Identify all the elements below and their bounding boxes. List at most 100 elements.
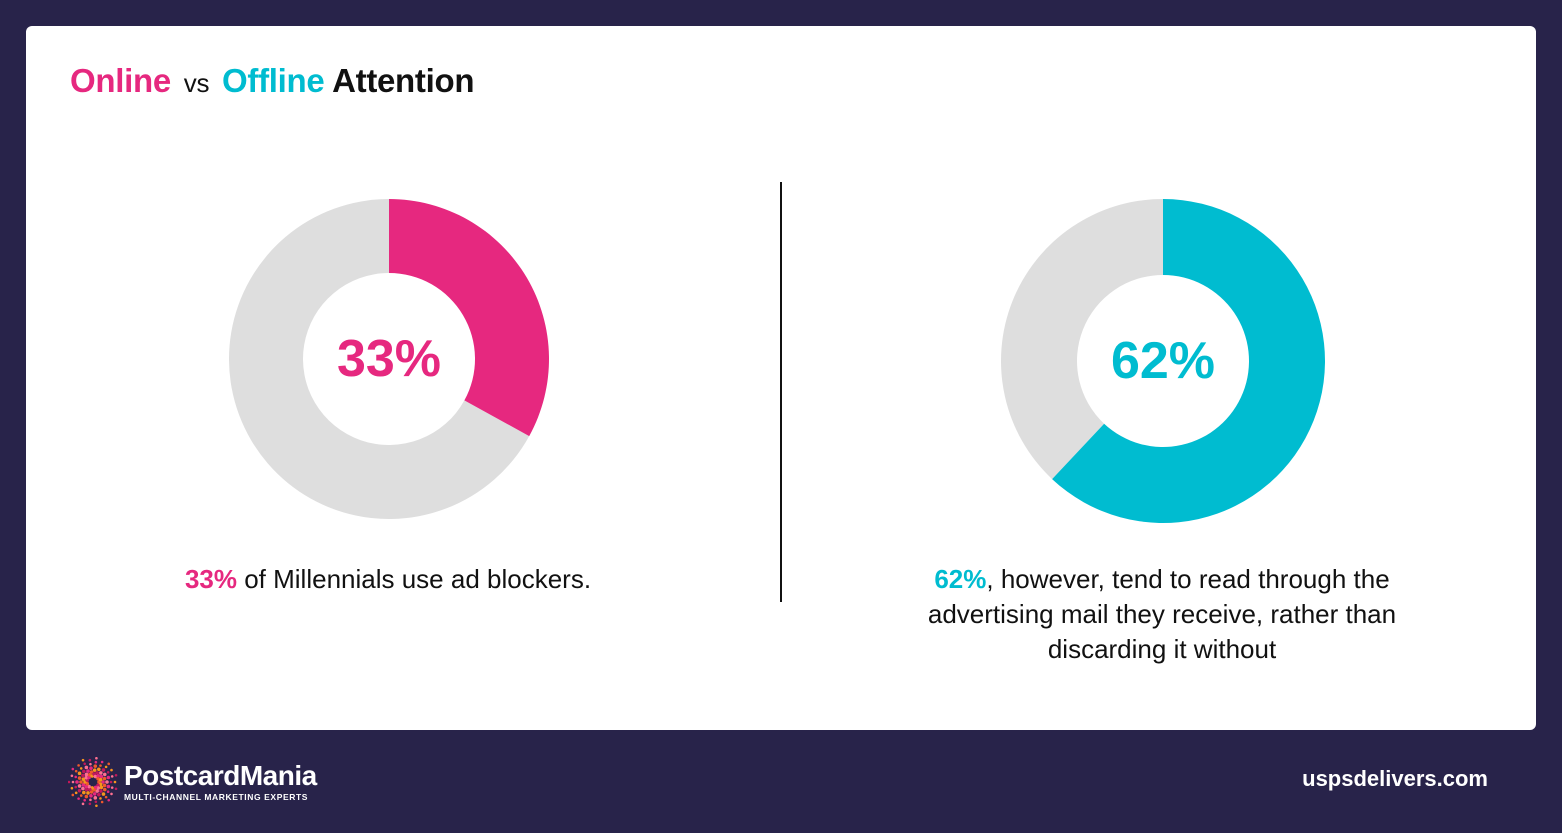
logo-dot — [79, 767, 83, 770]
donut-slice-offline — [1052, 199, 1325, 523]
logo-dot — [89, 762, 92, 766]
logo-dot — [114, 787, 118, 791]
logo-dot — [106, 784, 111, 789]
logo-dot — [71, 780, 75, 784]
donut-slice-online — [389, 199, 549, 437]
logo-dot — [77, 771, 82, 776]
site-url[interactable]: uspsdelivers.com — [1302, 766, 1488, 791]
logo-dot — [86, 769, 90, 773]
logo-dot — [99, 797, 102, 800]
logo-dot — [87, 787, 92, 792]
logo-dot — [93, 764, 98, 768]
logo-dot — [83, 762, 86, 766]
logo-dot — [102, 787, 107, 792]
logo-dot — [102, 783, 107, 788]
logo-dot — [110, 768, 113, 772]
title-attention: Attention — [332, 62, 475, 99]
logo-dot — [88, 802, 92, 806]
logo-dot — [109, 780, 113, 784]
logo-dot — [94, 760, 98, 764]
logo-dot — [105, 780, 109, 784]
logo-dot — [81, 783, 86, 787]
caption-offline: 62%, however, tend to read through the a… — [882, 562, 1442, 667]
donut-center-label: 33% — [337, 330, 441, 388]
logo-dot — [71, 793, 75, 797]
logo-dot — [86, 791, 90, 795]
donut-chart-offline: 62% — [1001, 199, 1325, 523]
logo-dot — [84, 772, 89, 777]
logo-dot — [99, 774, 104, 779]
logo-dot — [100, 760, 104, 764]
logo-dot — [110, 786, 114, 789]
brand-tagline: MULTI-CHANNEL MARKETING EXPERTS — [124, 792, 309, 802]
logo-dot — [84, 775, 89, 780]
logo-dot — [89, 790, 94, 794]
logo-dot — [97, 767, 101, 772]
logo-dot — [93, 796, 98, 800]
caption-text: , however, tend to read through the adve… — [927, 564, 1397, 664]
logo-dot — [74, 791, 78, 795]
logo-dot — [107, 798, 111, 802]
logo-dot — [92, 792, 97, 796]
logo-dot — [107, 762, 111, 766]
logo-dot — [77, 797, 80, 800]
logo-dot — [77, 764, 80, 767]
logo-dot — [95, 757, 98, 760]
brand-logo[interactable]: PostcardMania MULTI-CHANNEL MARKETING EX… — [68, 756, 317, 808]
logo-dot — [89, 766, 93, 770]
logo-core — [89, 778, 97, 786]
logo-dot — [82, 769, 86, 774]
logo-dot — [83, 798, 86, 802]
page-title: Online vs Offline Attention — [70, 62, 475, 100]
logo-dot — [89, 794, 93, 798]
logo-dot — [99, 785, 104, 790]
logo-dot — [104, 795, 108, 799]
logo-dot — [99, 764, 102, 767]
logo-dot — [93, 774, 98, 779]
logo-dot — [101, 768, 106, 772]
logo-dot — [70, 786, 74, 790]
footer: PostcardMania MULTI-CHANNEL MARKETING EX… — [0, 730, 1562, 833]
logo-dot — [99, 771, 103, 775]
logo-dot — [77, 776, 82, 780]
logo-dot — [110, 775, 114, 778]
logo-dot — [110, 792, 113, 796]
logo-dot — [100, 800, 104, 804]
logo-dot — [106, 770, 110, 774]
logo-dot — [101, 792, 106, 796]
logo-dot — [82, 790, 86, 795]
logo-dot — [87, 775, 91, 780]
logo-dot — [97, 792, 101, 797]
caption-text: of Millennials use ad blockers. — [236, 564, 592, 594]
logo-dot — [84, 765, 89, 770]
logo-dot — [106, 775, 111, 780]
logo-dot — [84, 794, 89, 799]
logo-dot — [102, 776, 107, 781]
donut-chart-online: 33% — [228, 199, 549, 519]
logo-dot — [96, 774, 101, 778]
logo-dot — [84, 787, 89, 792]
logo-dot — [74, 769, 78, 773]
donut-center-label: 62% — [1111, 332, 1215, 390]
logo-dot — [114, 773, 118, 777]
donut-slice-remainder — [1001, 199, 1163, 480]
logo-dot — [106, 790, 110, 794]
logo-dot — [74, 775, 78, 779]
logo-dot — [95, 771, 99, 775]
logo-dot — [102, 772, 107, 777]
logo-dot — [101, 780, 105, 784]
section-divider — [780, 182, 782, 602]
logo-dot — [98, 777, 103, 782]
logo-dot — [79, 794, 83, 797]
caption-percent: 62% — [934, 564, 987, 594]
content-card: Online vs Offline Attention 33% 62% 33% … — [26, 26, 1536, 730]
logo-dot — [99, 789, 103, 793]
logo-dot — [89, 798, 92, 802]
starburst-logo-icon — [68, 757, 118, 807]
logo-dot — [113, 780, 117, 784]
logo-dot — [95, 804, 98, 807]
title-vs: vs — [183, 68, 210, 98]
logo-dot — [88, 758, 92, 762]
logo-dot — [96, 783, 100, 788]
